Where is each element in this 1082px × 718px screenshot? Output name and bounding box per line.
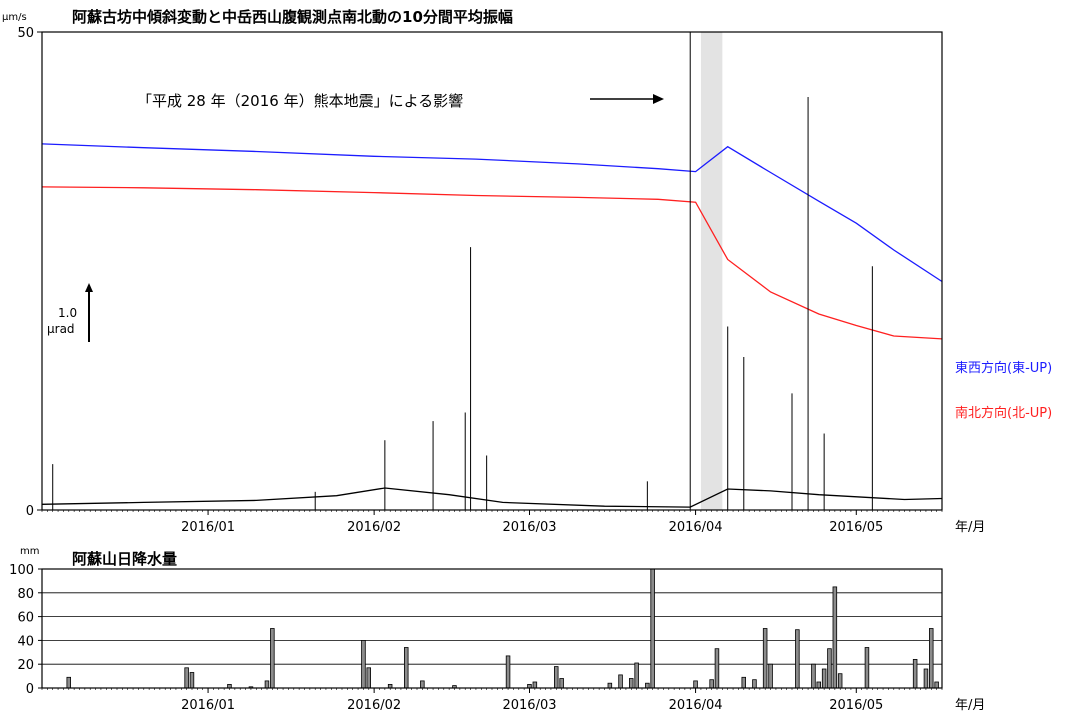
top-y-tick-label: 0 <box>26 504 34 519</box>
precip-bar <box>768 663 773 689</box>
x-tick-label: 2016/01 <box>181 698 235 713</box>
precip-bar <box>607 682 613 689</box>
precip-bar <box>827 648 832 689</box>
x-tick-label: 2016/03 <box>502 698 556 713</box>
precip-bar <box>184 667 189 689</box>
scale-bar-value: 1.0 <box>58 306 77 320</box>
precip-bar <box>934 681 939 689</box>
bottom-chart-title: 阿蘇山日降水量 <box>72 550 177 568</box>
series-line-0 <box>41 143 943 283</box>
bottom-x-unit: 年/月 <box>955 698 985 713</box>
x-tick-label: 2016/02 <box>347 520 401 535</box>
top-x-ticks: 2016/01 2016/02 2016/03 2016/04 2016/05 <box>41 510 943 535</box>
precip-bar <box>837 673 843 689</box>
precip-bar <box>270 628 275 689</box>
x-tick-label: 2016/02 <box>347 698 401 713</box>
amplitude-tilt-chart: μm/s 阿蘇古坊中傾斜変動と中岳西山腹観測点南北動の10分間平均振幅 050 … <box>2 8 1052 535</box>
precip-bars <box>66 568 939 689</box>
legend-ns: 南北方向(北-UP) <box>955 405 1052 421</box>
precip-bar <box>66 676 72 689</box>
precip-bar <box>709 679 714 689</box>
bottom-y-tick-label: 0 <box>26 682 34 697</box>
precip-bar <box>714 648 720 689</box>
precip-bar <box>361 640 366 689</box>
scale-bar-unit: μrad <box>47 322 75 336</box>
bottom-grid <box>42 592 942 665</box>
precip-bar <box>618 674 623 689</box>
precip-bar <box>816 681 822 689</box>
precip-bar <box>912 659 918 689</box>
precip-bar <box>762 628 768 689</box>
precip-bar <box>554 666 559 689</box>
precip-bar <box>741 676 747 689</box>
x-tick-label: 2016/05 <box>829 698 883 713</box>
shaded-period <box>700 32 723 510</box>
precip-bar <box>189 672 195 689</box>
bottom-plot-frame <box>41 568 943 689</box>
top-x-unit: 年/月 <box>955 520 985 535</box>
bottom-y-tick-label: 20 <box>17 658 34 673</box>
precip-bar <box>420 680 425 689</box>
annotation-arrow <box>590 94 664 104</box>
precip-bar <box>923 668 929 689</box>
precip-bar <box>693 680 698 689</box>
precip-bar <box>366 667 371 689</box>
precip-bar <box>634 662 639 689</box>
top-y-ticks: 0 50 <box>17 26 42 519</box>
bottom-y-tick-label: 40 <box>17 634 34 649</box>
x-tick-label: 2016/04 <box>669 520 723 535</box>
x-tick-label: 2016/04 <box>669 698 723 713</box>
bottom-y-tick-label: 80 <box>17 587 34 602</box>
bottom-x-ticks: 2016/01 2016/02 2016/03 2016/04 2016/05 <box>41 688 943 713</box>
precip-bar <box>264 680 270 689</box>
legend-ew: 東西方向(東-UP) <box>955 360 1052 376</box>
x-tick-label: 2016/05 <box>829 520 883 535</box>
x-tick-label: 2016/01 <box>181 520 235 535</box>
series-line-1 <box>41 186 943 340</box>
precip-bar <box>832 586 838 689</box>
precip-bar <box>559 678 564 689</box>
precip-bar <box>532 681 538 689</box>
top-y-tick-label: 50 <box>17 26 34 41</box>
precip-bar <box>864 647 870 689</box>
top-chart-title: 阿蘇古坊中傾斜変動と中岳西山腹観測点南北動の10分間平均振幅 <box>72 8 513 26</box>
top-y-unit: μm/s <box>2 12 27 23</box>
bottom-y-ticks: 0 20 40 60 80 100 <box>9 563 42 697</box>
earthquake-annotation: 「平成 28 年（2016 年）熊本地震」による影響 <box>137 92 463 110</box>
top-series-group <box>41 32 943 510</box>
series-line-2 <box>41 487 943 508</box>
bottom-y-unit: mm <box>20 546 39 557</box>
precip-bar <box>650 568 655 689</box>
precip-bar <box>403 647 409 689</box>
precip-bar <box>811 663 816 689</box>
bottom-y-tick-label: 60 <box>17 611 34 626</box>
x-tick-label: 2016/03 <box>502 520 556 535</box>
precip-bar <box>645 682 650 689</box>
precip-bar <box>505 655 511 689</box>
precip-bar <box>795 629 800 689</box>
precip-bar <box>929 628 934 689</box>
bottom-y-tick-label: 100 <box>9 563 34 578</box>
precip-bar <box>752 679 757 689</box>
precip-bar <box>629 678 634 689</box>
tilt-scale-bar: 1.0 μrad <box>47 283 93 342</box>
precip-bar <box>821 668 827 689</box>
